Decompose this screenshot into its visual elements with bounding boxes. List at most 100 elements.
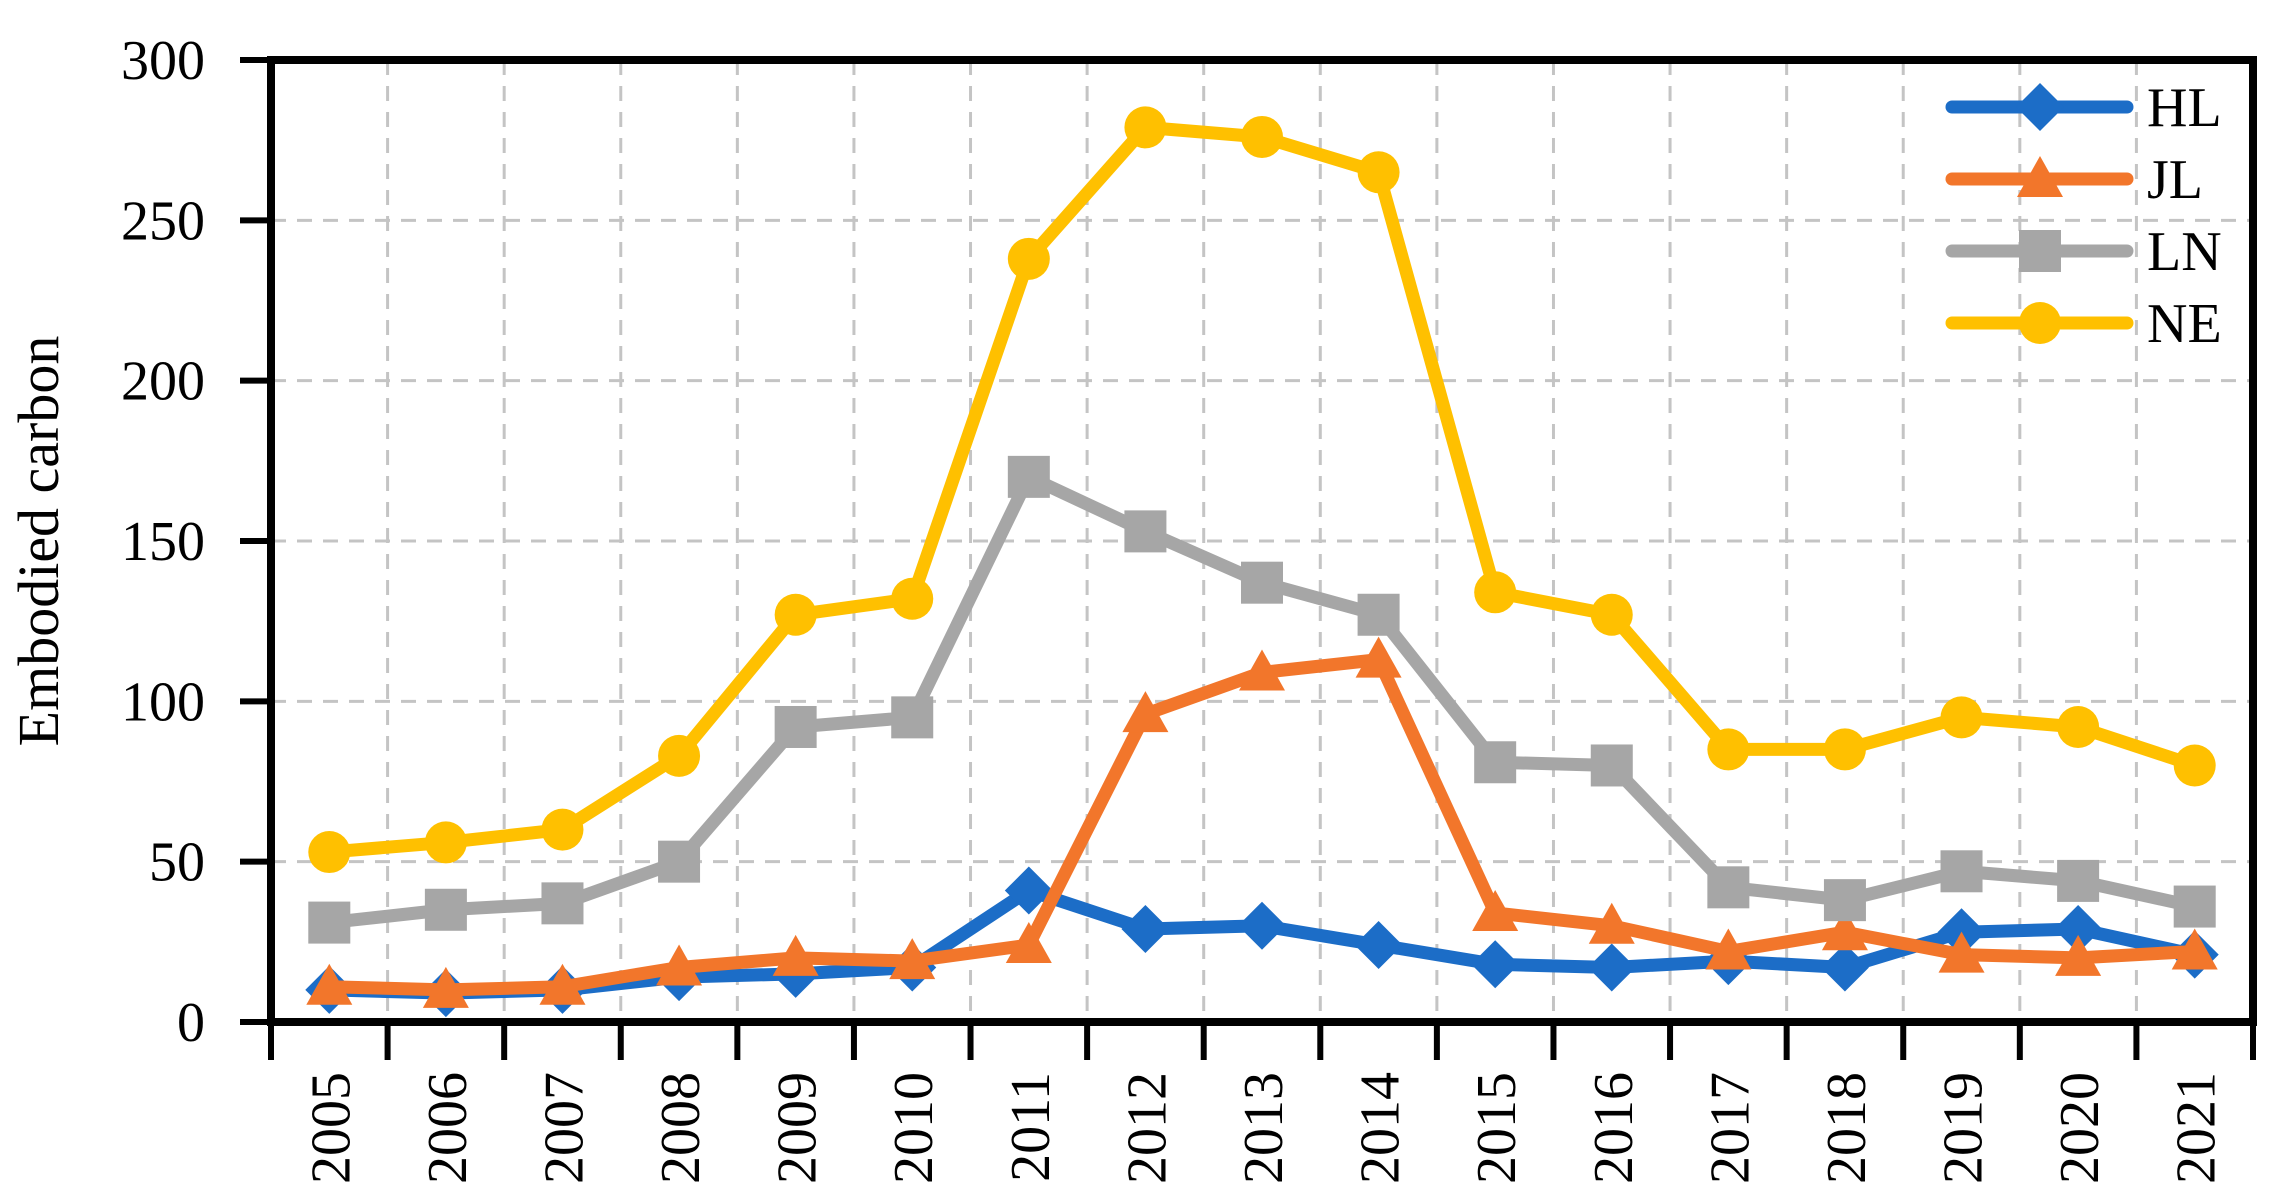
x-tick-label: 2017 [1699, 1072, 1761, 1184]
triangle-marker [2017, 156, 2063, 197]
legend-label-HL: HL [2147, 77, 2222, 139]
circle-marker [1707, 728, 1750, 771]
triangle-marker [2055, 934, 2102, 976]
circle-marker [1823, 728, 1866, 771]
y-tick-label: 100 [121, 671, 205, 733]
y-tick-label: 300 [121, 30, 205, 92]
triangle-marker [1705, 928, 1752, 970]
square-marker [1707, 866, 1750, 909]
triangle-marker [1938, 931, 1985, 973]
diamond-marker [1471, 940, 1520, 989]
diamond-marker [1587, 943, 1636, 992]
triangle-marker [306, 963, 353, 1005]
grid-layer [271, 60, 2253, 1022]
series-JL [306, 636, 2218, 1008]
y-tick-label: 0 [177, 992, 205, 1054]
square-marker [2057, 859, 2100, 902]
x-tick-label: 2008 [650, 1072, 712, 1184]
diamond-marker [1121, 905, 1170, 954]
circle-marker [1241, 115, 1283, 158]
x-tick-label: 2020 [2049, 1072, 2111, 1184]
square-marker [1357, 593, 1400, 636]
series-line-LN [322, 470, 2202, 930]
circle-marker [774, 593, 817, 636]
circle-marker [891, 577, 934, 620]
diamond-marker [1820, 943, 1869, 992]
square-marker [891, 696, 934, 739]
diamond-marker [2016, 83, 2064, 131]
circle-marker [1357, 151, 1400, 194]
triangle-marker [1239, 649, 1285, 691]
circle-marker [308, 831, 351, 874]
y-tick-label: 50 [149, 832, 205, 894]
triangle-marker [1472, 889, 1519, 931]
diamond-marker [1004, 866, 1053, 915]
circle-marker [1474, 571, 1517, 614]
label-layer: 0 50 100 150 200 250 300 2005 2006 2007 2008 2009 20… [121, 30, 2228, 1184]
legend-label-JL: JL [2147, 149, 2203, 211]
square-marker [308, 901, 351, 944]
axis-layer [240, 56, 2257, 1060]
diamond-marker [1354, 921, 1403, 970]
diamond-marker [1238, 901, 1286, 950]
y-tick-label: 150 [121, 511, 205, 573]
triangle-marker [2171, 928, 2218, 970]
circle-marker [1940, 696, 1983, 739]
x-tick-label: 2010 [883, 1072, 945, 1184]
circle-marker [2173, 744, 2216, 787]
legend-item-HL: HL [1945, 77, 2222, 139]
square-marker [1590, 744, 1633, 787]
x-tick-label: 2015 [1466, 1072, 1528, 1184]
series-HL [305, 866, 2219, 1018]
x-tick-label: 2019 [1933, 1072, 1995, 1184]
square-marker [424, 888, 467, 931]
square-marker [658, 840, 701, 883]
y-tick-label: 200 [121, 351, 205, 413]
square-marker [1124, 510, 1167, 553]
square-marker [1007, 455, 1050, 498]
x-tick-label: 2014 [1350, 1072, 1412, 1184]
square-marker [774, 705, 817, 748]
x-tick-label: 2016 [1583, 1072, 1645, 1184]
legend-label-NE: NE [2147, 293, 2222, 355]
triangle-marker [1122, 691, 1169, 733]
diamond-marker [2054, 905, 2103, 954]
x-tick-label: 2005 [300, 1072, 362, 1184]
legend-label-LN: LN [2147, 221, 2222, 283]
x-tick-label: 2012 [1116, 1072, 1178, 1184]
triangle-marker [1005, 922, 1052, 964]
triangle-marker [1355, 636, 1402, 678]
x-tick-label: 2007 [533, 1072, 595, 1184]
square-marker [1823, 879, 1866, 922]
circle-marker [424, 821, 467, 864]
series-NE [308, 106, 2216, 874]
circle-marker [1124, 106, 1167, 149]
triangle-marker [772, 934, 819, 976]
legend-item-LN: LN [1945, 221, 2222, 283]
square-marker [1474, 741, 1517, 784]
x-tick-label: 2013 [1233, 1072, 1295, 1184]
legend: HL JL LN NE [1945, 77, 2222, 355]
series-LN [308, 455, 2216, 944]
triangle-marker [1588, 902, 1635, 944]
square-marker [1241, 561, 1283, 604]
series-line-NE [322, 120, 2202, 859]
circle-marker [541, 808, 584, 851]
x-tick-label: 2021 [2166, 1072, 2228, 1184]
legend-item-NE: NE [1945, 293, 2222, 355]
triangle-marker [889, 938, 936, 980]
circle-marker [1007, 237, 1050, 280]
square-marker [2019, 230, 2061, 272]
y-tick-label: 250 [121, 190, 205, 252]
triangle-marker [422, 966, 469, 1008]
circle-marker [1590, 593, 1633, 636]
legend-item-JL: JL [1945, 149, 2203, 211]
series-layer [305, 106, 2219, 1018]
triangle-marker [1821, 909, 1868, 951]
triangle-marker [539, 963, 586, 1005]
y-axis-title: Embodied carbon [6, 336, 71, 747]
x-tick-label: 2006 [417, 1072, 479, 1184]
circle-marker [2057, 705, 2100, 748]
